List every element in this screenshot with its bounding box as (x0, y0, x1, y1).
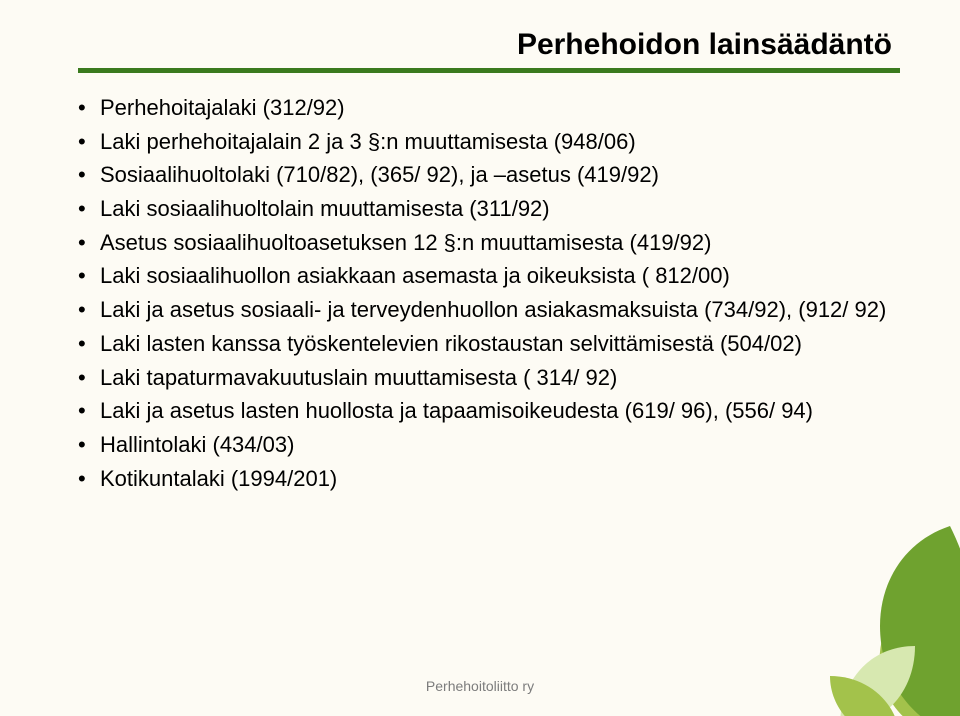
list-item: Hallintolaki (434/03) (78, 430, 900, 460)
list-item-text: Hallintolaki (434/03) (100, 432, 294, 457)
page-number: 4 (895, 676, 904, 694)
list-item: Kotikuntalaki (1994/201) (78, 464, 900, 494)
bullet-list: Perhehoitajalaki (312/92) Laki perhehoit… (78, 93, 900, 493)
list-item-text: Laki ja asetus sosiaali- ja terveydenhuo… (100, 297, 886, 322)
list-item-text: Kotikuntalaki (1994/201) (100, 466, 337, 491)
list-item-text: Asetus sosiaalihuoltoasetuksen 12 §:n mu… (100, 230, 711, 255)
list-item: Laki lasten kanssa työskentelevien rikos… (78, 329, 900, 359)
slide-title: Perhehoidon lainsäädäntö (78, 28, 900, 62)
list-item: Laki ja asetus lasten huollosta ja tapaa… (78, 396, 900, 426)
list-item: Sosiaalihuoltolaki (710/82), (365/ 92), … (78, 160, 900, 190)
list-item: Laki ja asetus sosiaali- ja terveydenhuo… (78, 295, 900, 325)
list-item: Laki tapaturmavakuutuslain muuttamisesta… (78, 363, 900, 393)
list-item: Perhehoitajalaki (312/92) (78, 93, 900, 123)
list-item: Laki perhehoitajalain 2 ja 3 §:n muuttam… (78, 127, 900, 157)
list-item: Laki sosiaalihuoltolain muuttamisesta (3… (78, 194, 900, 224)
list-item-text: Laki ja asetus lasten huollosta ja tapaa… (100, 398, 813, 423)
footer-text: Perhehoitoliitto ry (0, 678, 960, 694)
list-item-text: Laki sosiaalihuoltolain muuttamisesta (3… (100, 196, 550, 221)
list-item-text: Laki tapaturmavakuutuslain muuttamisesta… (100, 365, 617, 390)
title-underline (78, 68, 900, 73)
list-item-text: Laki perhehoitajalain 2 ja 3 §:n muuttam… (100, 129, 636, 154)
list-item-text: Sosiaalihuoltolaki (710/82), (365/ 92), … (100, 162, 659, 187)
list-item-text: Perhehoitajalaki (312/92) (100, 95, 345, 120)
list-item: Asetus sosiaalihuoltoasetuksen 12 §:n mu… (78, 228, 900, 258)
list-item-text: Laki lasten kanssa työskentelevien rikos… (100, 331, 802, 356)
list-item: Laki sosiaalihuollon asiakkaan asemasta … (78, 261, 900, 291)
list-item-text: Laki sosiaalihuollon asiakkaan asemasta … (100, 263, 730, 288)
leaf-icon (880, 586, 960, 716)
slide: Perhehoidon lainsäädäntö Perhehoitajalak… (0, 0, 960, 716)
